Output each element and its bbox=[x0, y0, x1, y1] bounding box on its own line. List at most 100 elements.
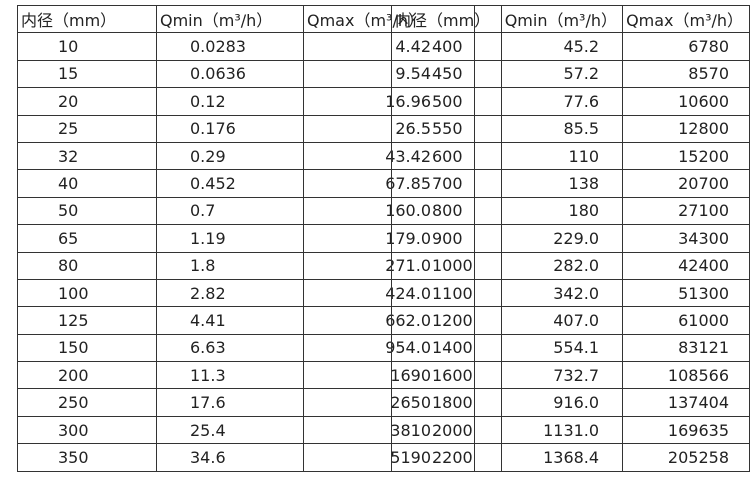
table-cell: 8570 bbox=[622, 59, 750, 89]
table-cell: 1.8 bbox=[156, 251, 304, 280]
table-cell: 12800 bbox=[622, 114, 750, 143]
table-cell: 900 bbox=[391, 224, 502, 253]
table-cell: 250 bbox=[17, 388, 157, 417]
table-cell: 0.29 bbox=[156, 141, 304, 171]
table-cell: 1100 bbox=[391, 278, 502, 308]
table-cell: 15200 bbox=[622, 141, 750, 171]
table-cell: 50 bbox=[17, 196, 157, 226]
table-cell: 1131.0 bbox=[500, 415, 624, 445]
table-cell: 0.0283 bbox=[156, 32, 304, 61]
table-cell: 350 bbox=[17, 443, 157, 472]
table-cell: 20 bbox=[17, 87, 157, 116]
table-cell: 732.7 bbox=[500, 361, 624, 390]
table-cell: 500 bbox=[391, 87, 502, 116]
table-cell: 550 bbox=[391, 114, 502, 143]
table-cell: 282.0 bbox=[500, 251, 624, 280]
table-cell: 450 bbox=[391, 59, 502, 89]
table-cell: 800 bbox=[391, 196, 502, 226]
table-cell: 600 bbox=[391, 141, 502, 171]
table-row: 900 229.0 34300 bbox=[391, 224, 750, 253]
table-cell: 51300 bbox=[622, 278, 750, 308]
table-cell: 83121 bbox=[622, 333, 750, 363]
table-cell: 34.6 bbox=[156, 443, 304, 472]
header-cell: Qmin（m³/h） bbox=[500, 4, 624, 34]
table-cell: 20700 bbox=[622, 169, 750, 198]
table-cell: 25.4 bbox=[156, 415, 304, 445]
header-row: 内径（mm） Qmin（m³/h） Qmax（m³/h） bbox=[391, 4, 750, 34]
table-row: 450 57.2 8570 bbox=[391, 59, 750, 89]
table-cell: 2.82 bbox=[156, 278, 304, 308]
table-cell: 15 bbox=[17, 59, 157, 89]
table-row: 600 110 15200 bbox=[391, 141, 750, 171]
table-cell: 1.19 bbox=[156, 224, 304, 253]
table-cell: 2200 bbox=[391, 443, 502, 472]
table-cell: 0.176 bbox=[156, 114, 304, 143]
table-cell: 300 bbox=[17, 415, 157, 445]
table-row: 400 45.2 6780 bbox=[391, 32, 750, 61]
table-row: 700 138 20700 bbox=[391, 169, 750, 198]
table-cell: 32 bbox=[17, 141, 157, 171]
table-cell: 1800 bbox=[391, 388, 502, 417]
table-cell: 108566 bbox=[622, 361, 750, 390]
table-row: 800 180 27100 bbox=[391, 196, 750, 226]
table-cell: 2000 bbox=[391, 415, 502, 445]
header-cell: 内径（mm） bbox=[17, 4, 157, 34]
table-cell: 17.6 bbox=[156, 388, 304, 417]
table-cell: 110 bbox=[500, 141, 624, 171]
table-row: 32 0.29 43.42 bbox=[17, 141, 475, 171]
table-cell: 4.41 bbox=[156, 306, 304, 335]
header-cell: Qmin（m³/h） bbox=[156, 4, 304, 34]
table-row: 1400 554.1 83121 bbox=[391, 333, 750, 363]
table-cell: 6.63 bbox=[156, 333, 304, 363]
table-cell: 10600 bbox=[622, 87, 750, 116]
table-cell: 150 bbox=[17, 333, 157, 363]
table-cell: 200 bbox=[17, 361, 157, 390]
table-cell: 45.2 bbox=[500, 32, 624, 61]
table-cell: 125 bbox=[17, 306, 157, 335]
table-cell: 61000 bbox=[622, 306, 750, 335]
table-cell: 1600 bbox=[391, 361, 502, 390]
table-cell: 342.0 bbox=[500, 278, 624, 308]
table-cell: 77.6 bbox=[500, 87, 624, 116]
table-cell: 169635 bbox=[622, 415, 750, 445]
header-cell: Qmax（m³/h） bbox=[622, 4, 750, 34]
table-cell: 27100 bbox=[622, 196, 750, 226]
table-row: 1800 916.0 137404 bbox=[391, 388, 750, 417]
table-cell: 400 bbox=[391, 32, 502, 61]
table-cell: 85.5 bbox=[500, 114, 624, 143]
table-row: 1200 407.0 61000 bbox=[391, 306, 750, 335]
table-row: 1100 342.0 51300 bbox=[391, 278, 750, 308]
table-cell: 57.2 bbox=[500, 59, 624, 89]
header-cell: 内径（mm） bbox=[391, 4, 502, 34]
table-cell: 205258 bbox=[622, 443, 750, 472]
flow-table: 内径（mm） Qmin（m³/h） Qmax（m³/h） 400 45.2 6780 450… bbox=[391, 4, 750, 472]
table-cell: 554.1 bbox=[500, 333, 624, 363]
table-cell: 407.0 bbox=[500, 306, 624, 335]
table-cell: 138 bbox=[500, 169, 624, 198]
table-cell: 40 bbox=[17, 169, 157, 198]
table-row: 2000 1131.0 169635 bbox=[391, 415, 750, 445]
table-cell: 916.0 bbox=[500, 388, 624, 417]
table-cell: 1368.4 bbox=[500, 443, 624, 472]
table-cell: 0.12 bbox=[156, 87, 304, 116]
table-cell: 700 bbox=[391, 169, 502, 198]
table-row: 550 85.5 12800 bbox=[391, 114, 750, 143]
table-row: 500 77.6 10600 bbox=[391, 87, 750, 116]
table-cell: 10 bbox=[17, 32, 157, 61]
table-cell: 6780 bbox=[622, 32, 750, 61]
table-cell: 25 bbox=[17, 114, 157, 143]
table-cell: 0.452 bbox=[156, 169, 304, 198]
table-row: 1600 732.7 108566 bbox=[391, 361, 750, 390]
table-cell: 1200 bbox=[391, 306, 502, 335]
table-row: 2200 1368.4 205258 bbox=[391, 443, 750, 472]
table-cell: 0.7 bbox=[156, 196, 304, 226]
table-cell: 0.0636 bbox=[156, 59, 304, 89]
table-cell: 80 bbox=[17, 251, 157, 280]
table-cell: 229.0 bbox=[500, 224, 624, 253]
table-cell: 100 bbox=[17, 278, 157, 308]
table-row: 1000 282.0 42400 bbox=[391, 251, 750, 280]
table-cell: 180 bbox=[500, 196, 624, 226]
table-cell: 1000 bbox=[391, 251, 502, 280]
table-cell: 11.3 bbox=[156, 361, 304, 390]
